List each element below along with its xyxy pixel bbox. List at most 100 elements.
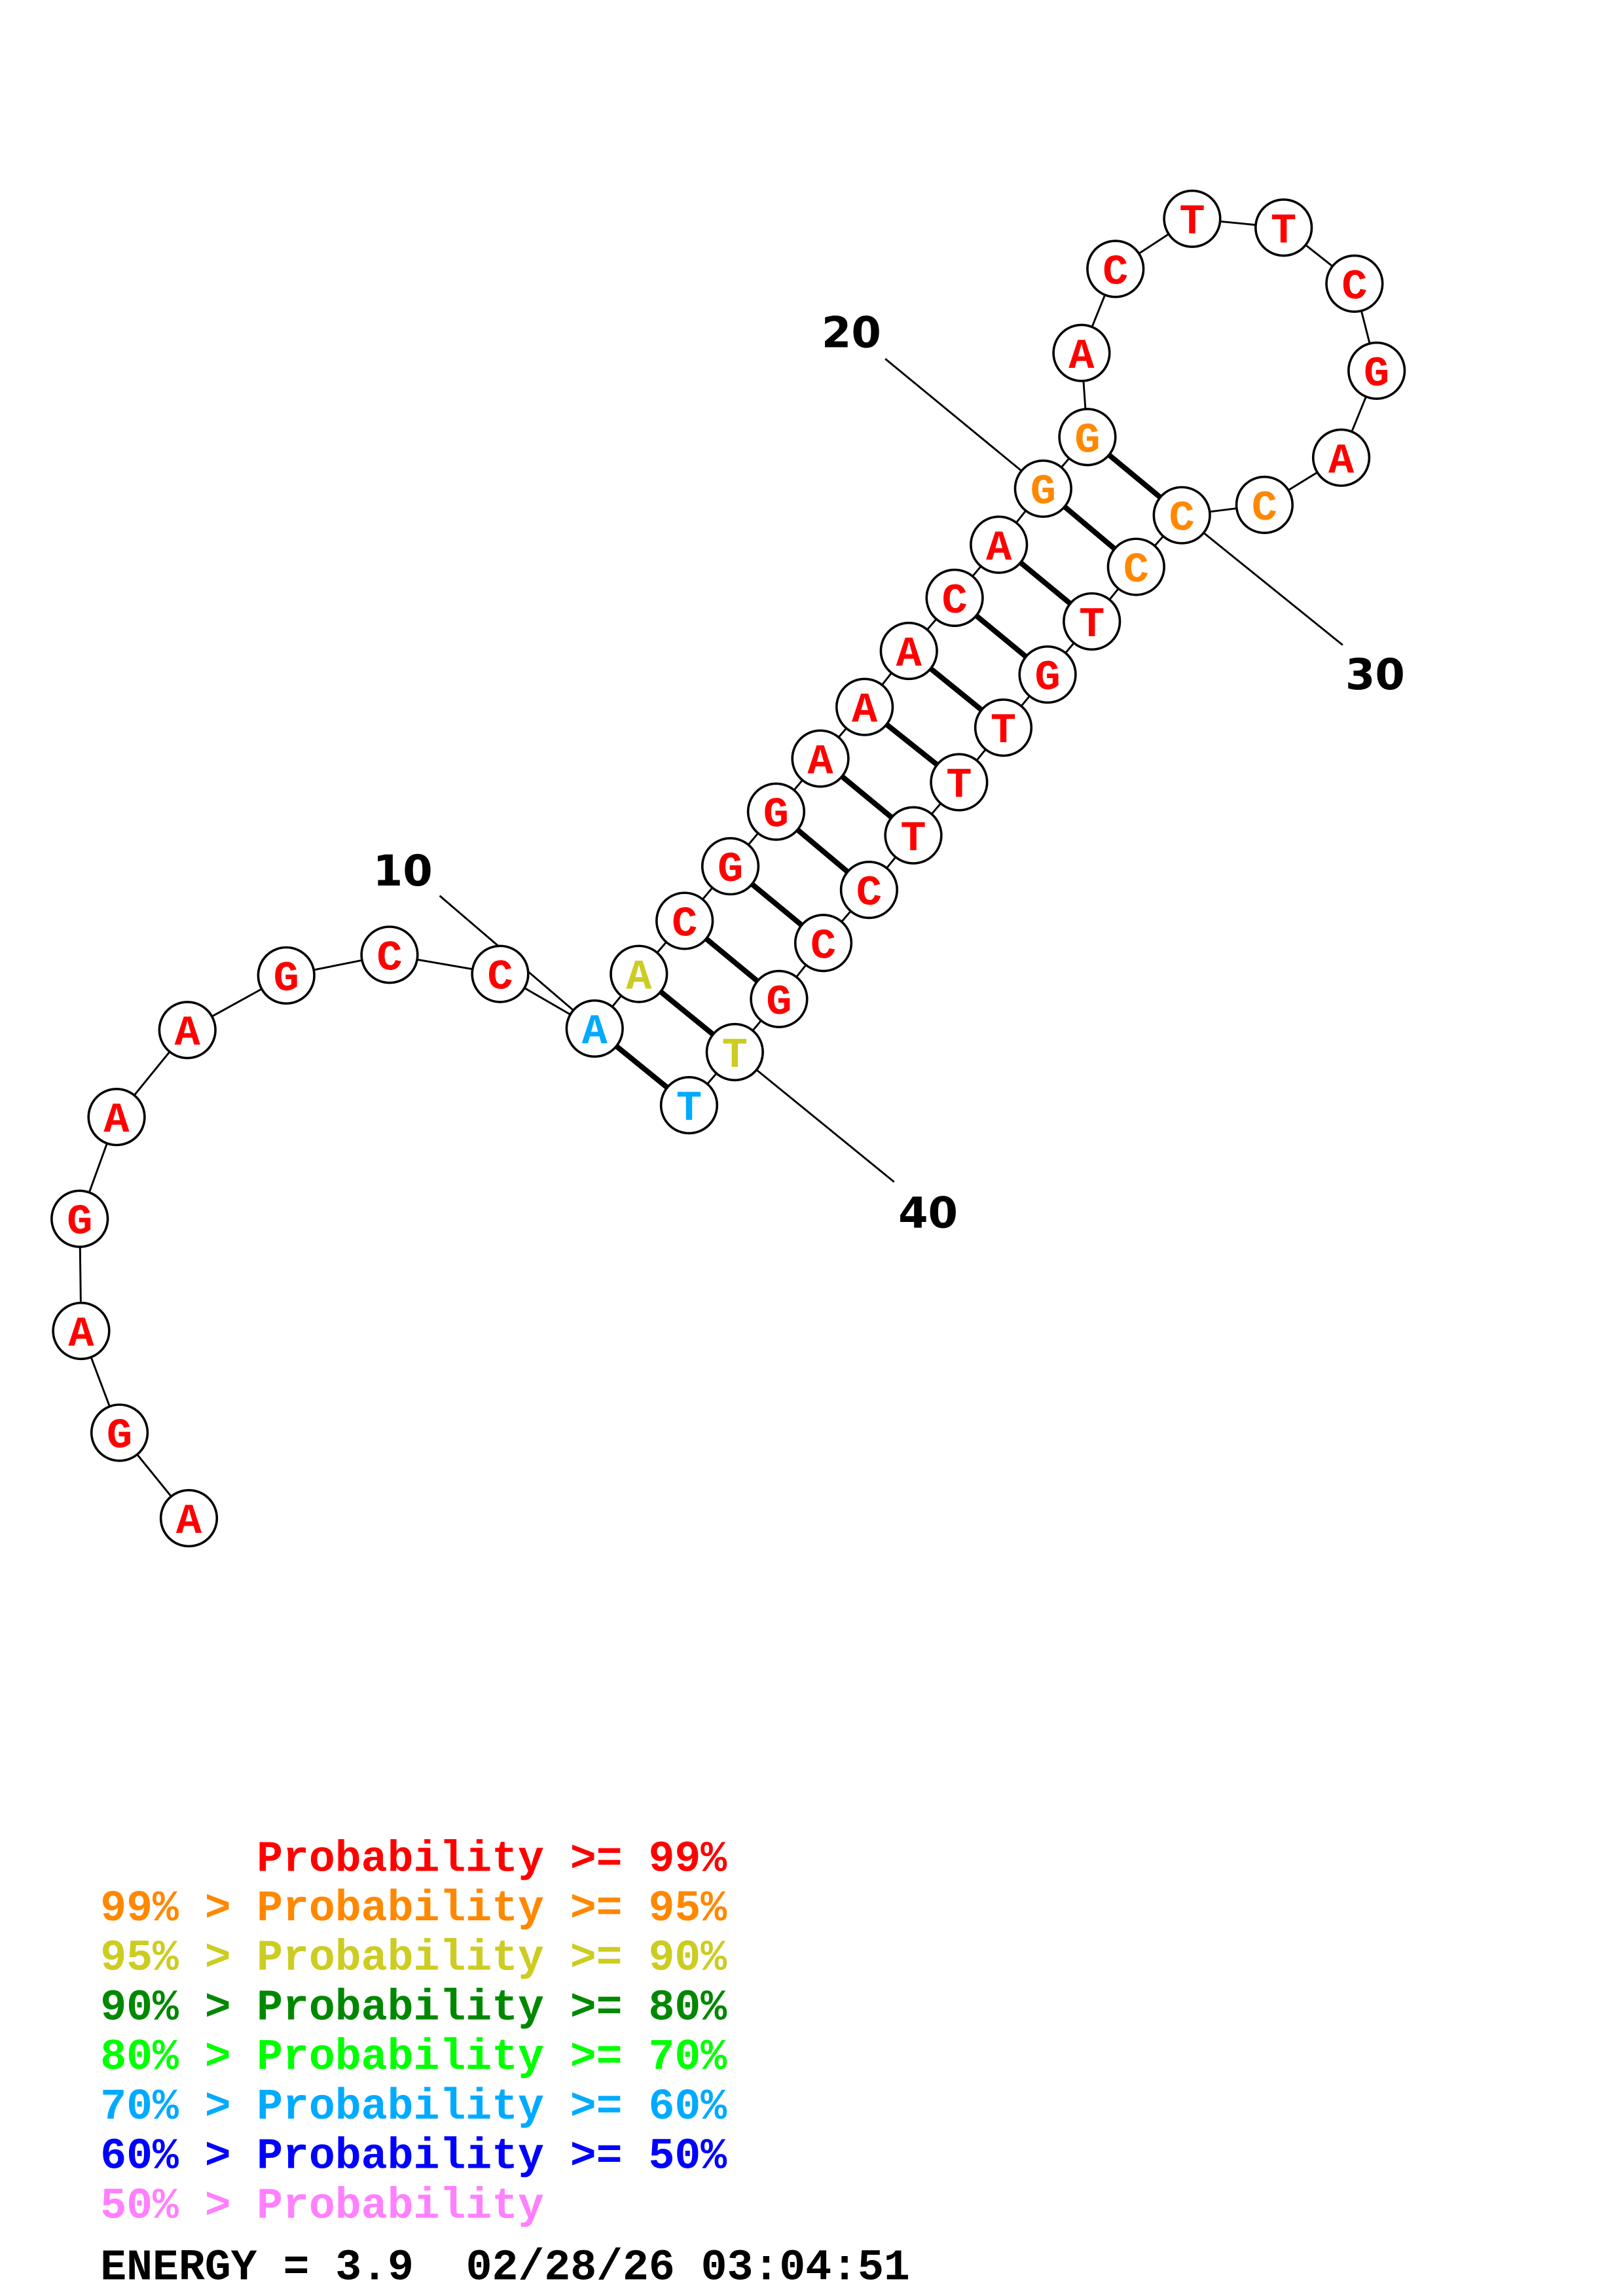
nucleotide-letter: G: [766, 978, 792, 1027]
nucleotide-letter: C: [941, 577, 967, 626]
legend-entry: 50% > Probability: [100, 2181, 544, 2231]
legend-label: Probability >= 80%: [257, 1983, 727, 2032]
nucleotide-letter: T: [676, 1085, 702, 1133]
nucleotide-circle: [87, 1088, 146, 1147]
nucleotide-letter: T: [1179, 198, 1205, 247]
nucleotide-letter: C: [376, 934, 402, 982]
nucleotide-letter: T: [722, 1031, 748, 1080]
nucleotide-letter: G: [107, 1412, 132, 1460]
nucleotide-letter: C: [856, 869, 882, 918]
position-label-lines: [439, 358, 1343, 1183]
nucleotide-circle: [1086, 240, 1145, 298]
nucleotide: G: [746, 782, 806, 841]
nucleotide-letter: G: [1034, 654, 1060, 702]
nucleotide: G: [1347, 341, 1406, 400]
position-label: 30: [1345, 650, 1405, 700]
legend-prefix: 50% >: [100, 2181, 257, 2231]
nucleotide-letter: T: [946, 762, 972, 810]
legend-entry: 70% > Probability >= 60%: [100, 2083, 727, 2132]
legend-entry: 95% > Probability >= 90%: [100, 1934, 727, 1983]
legend-label: Probability: [257, 2181, 544, 2231]
nucleotide: A: [159, 1489, 219, 1548]
position-label-line: [734, 1051, 895, 1183]
nucleotide: A: [1311, 428, 1371, 487]
nucleotide-letter: A: [986, 524, 1012, 573]
nucleotide-letter: A: [626, 954, 652, 1002]
nucleotide: C: [1152, 486, 1211, 545]
nucleotide: C: [360, 925, 419, 984]
legend-prefix: 95% >: [100, 1934, 257, 1983]
nucleotide-circle: [793, 914, 853, 973]
nucleotide: C: [1325, 254, 1384, 313]
nucleotide-letter: C: [1169, 495, 1195, 543]
legend-label: Probability >= 99%: [257, 1835, 727, 1884]
legend-label: Probability >= 95%: [257, 1884, 727, 1933]
position-label: 40: [898, 1189, 958, 1238]
nucleotide-circle: [1106, 537, 1165, 596]
nucleotide-letter: C: [1252, 484, 1277, 533]
nucleotide-letter: A: [582, 1008, 608, 1056]
nucleotide: C: [471, 944, 530, 1003]
nucleotide: T: [930, 753, 989, 812]
nucleotide-letter: G: [274, 955, 299, 1003]
nucleotide: T: [1163, 189, 1222, 248]
nucleotide: G: [1018, 645, 1077, 704]
legend-prefix: 90% >: [100, 1983, 257, 2032]
nucleotide: G: [1013, 459, 1072, 518]
legend-prefix: 80% >: [100, 2033, 257, 2082]
nucleotide-circle: [1058, 408, 1117, 467]
nucleotide: T: [884, 806, 943, 865]
nucleotide-circle: [159, 1489, 219, 1548]
nucleotide-circle: [158, 1001, 217, 1060]
nucleotide: A: [158, 1001, 217, 1060]
legend-label: Probability >= 60%: [257, 2083, 727, 2132]
base-pairs: [593, 435, 1184, 1107]
position-label: 20: [822, 308, 881, 357]
nucleotide-letter: G: [67, 1198, 92, 1247]
nucleotide-circle: [746, 782, 806, 841]
nucleotide-letter: A: [1068, 332, 1095, 381]
nucleotide-letter: C: [1103, 248, 1128, 296]
nucleotide-letter: C: [1123, 547, 1149, 595]
nucleotide-circle: [1013, 459, 1072, 518]
nucleotide: C: [1086, 240, 1145, 298]
legend-prefix: 99% >: [100, 1884, 257, 1933]
legend-entry: 80% > Probability >= 70%: [100, 2033, 727, 2082]
nucleotide-circle: [565, 999, 624, 1058]
nucleotide-letter: T: [1079, 601, 1104, 649]
nucleotide-circle: [1018, 645, 1077, 704]
nucleotide-letter: T: [1271, 207, 1296, 255]
nucleotide: C: [925, 568, 984, 628]
nucleotide-circle: [1347, 341, 1406, 400]
nucleotide-circle: [1052, 323, 1111, 382]
nucleotide-circle: [701, 836, 760, 896]
nucleotide-letter: C: [672, 900, 697, 948]
nucleotide-letter: A: [807, 738, 833, 787]
probability-legend: Probability >= 99%99% > Probability >= 9…: [100, 1835, 727, 2231]
legend-label: Probability >= 90%: [257, 1934, 727, 1983]
nucleotide: G: [1058, 408, 1117, 467]
nucleotide: A: [610, 944, 668, 1003]
nucleotide-letter: A: [896, 630, 922, 679]
nucleotide: G: [50, 1189, 109, 1248]
legend-prefix: 60% >: [100, 2132, 257, 2181]
nucleotide-circle: [750, 969, 809, 1029]
nucleotide: C: [1235, 475, 1294, 535]
nucleotide-circle: [90, 1403, 149, 1462]
nucleotide: A: [791, 729, 850, 788]
nucleotide-circle: [1235, 475, 1294, 535]
position-label: 10: [373, 846, 433, 896]
legend-entry: 99% > Probability >= 95%: [100, 1884, 727, 1933]
nucleotide: A: [565, 999, 624, 1058]
legend-entry: 90% > Probability >= 80%: [100, 1983, 727, 2032]
nucleotide-letter: T: [991, 707, 1016, 755]
nucleotide-circle: [1254, 198, 1313, 257]
legend-entry: 60% > Probability >= 50%: [100, 2132, 727, 2181]
nucleotide-circle: [50, 1189, 109, 1248]
nucleotide: A: [1052, 323, 1111, 382]
nucleotide-circle: [1311, 428, 1371, 487]
nucleotide-letter: T: [900, 815, 926, 863]
nucleotide-circle: [791, 729, 850, 788]
nucleotide-letter: C: [811, 922, 836, 971]
